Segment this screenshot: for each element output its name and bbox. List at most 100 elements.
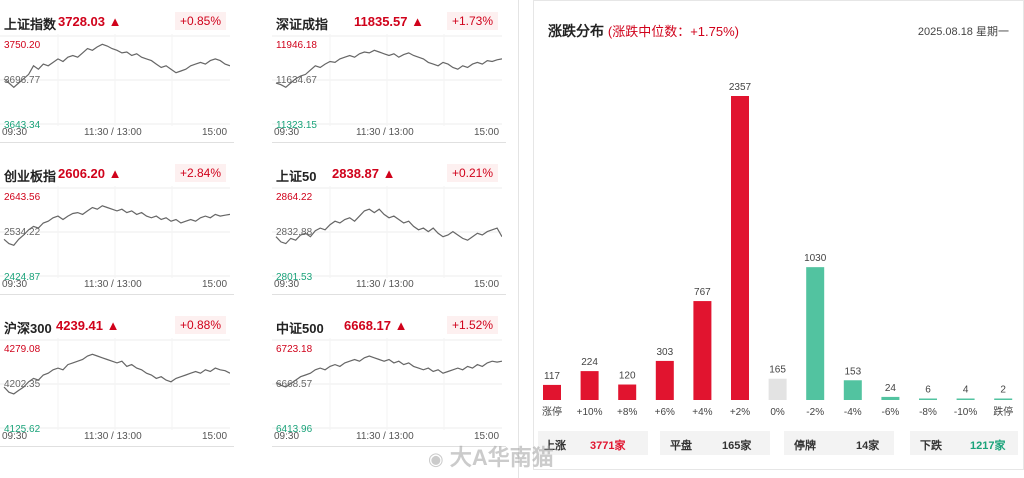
up-arrow-icon: ▲	[382, 166, 396, 181]
summary-flat-label: 平盘	[670, 440, 692, 452]
index-header: 沪深300 4239.41 ▲ +0.88%	[0, 316, 230, 336]
price-line	[275, 355, 502, 388]
category-label: +4%	[692, 407, 712, 418]
index-name: 创业板指	[4, 169, 57, 184]
intraday-line-chart	[0, 338, 230, 430]
index-name: 沪深300	[4, 321, 52, 336]
intraday-line-chart	[272, 338, 502, 430]
price-line	[275, 49, 502, 89]
index-price: 3728.03 ▲	[58, 14, 122, 29]
watermark: ◉ 大A华南猫	[428, 440, 554, 472]
price-low-label: 2801.53	[276, 272, 313, 283]
price-high-label: 11946.18	[276, 40, 317, 51]
bar-4	[693, 301, 712, 400]
bar-value-label: 24	[885, 383, 897, 394]
time-label-close: 15:00	[202, 279, 228, 290]
time-label-midday: 11:30 / 13:00	[356, 127, 414, 138]
intraday-line-chart	[272, 186, 502, 278]
time-label-open: 09:30	[2, 279, 28, 290]
intraday-line-chart	[0, 34, 230, 126]
index-price: 6668.17 ▲	[344, 318, 408, 333]
bar-2	[618, 384, 637, 400]
index-price-value: 2838.87	[332, 166, 379, 181]
summary-up: 上涨 3771家	[538, 431, 648, 455]
index-name: 上证50	[276, 169, 317, 184]
index-name: 中证500	[276, 321, 324, 336]
price-low-label: 6413.96	[276, 424, 313, 435]
bar-value-label: 303	[656, 347, 673, 358]
price-high-label: 3750.20	[4, 40, 41, 51]
bar-0	[543, 384, 561, 400]
bar-value-label: 117	[544, 371, 560, 382]
time-label-open: 09:30	[274, 279, 300, 290]
price-high-label: 6723.18	[276, 344, 313, 355]
bar-9	[881, 396, 900, 400]
bar-7	[806, 267, 825, 400]
time-label-open: 09:30	[274, 431, 300, 442]
price-mid-label: 3696.77	[4, 75, 41, 86]
distribution-title: 涨跌分布 (涨跌中位数：+1.75%)	[548, 21, 739, 41]
price-line	[3, 205, 230, 247]
price-line	[275, 208, 502, 245]
index-card[interactable]: 中证500 6668.17 ▲ +1.52% 6723.18 6668.57 6…	[272, 304, 506, 452]
time-label-close: 15:00	[202, 127, 228, 138]
summary-suspended-value: 14家	[856, 440, 880, 452]
category-label: -10%	[954, 407, 977, 418]
bar-value-label: 224	[581, 357, 598, 368]
time-label-open: 09:30	[274, 127, 300, 138]
weibo-icon: ◉	[428, 449, 444, 469]
summary-flat-value: 165家	[722, 440, 752, 452]
category-label: -2%	[806, 407, 824, 418]
index-card[interactable]: 上证指数 3728.03 ▲ +0.85% 3750.20 3696.77 36…	[0, 0, 234, 148]
time-label-midday: 11:30 / 13:00	[356, 279, 414, 290]
time-label-close: 15:00	[202, 431, 228, 442]
price-low-label: 3643.34	[4, 120, 41, 131]
index-card[interactable]: 创业板指 2606.20 ▲ +2.84% 2643.56 2534.22 24…	[0, 152, 234, 300]
index-header: 中证500 6668.17 ▲ +1.52%	[272, 316, 502, 336]
bar-value-label: 2	[1000, 385, 1006, 396]
bar-3	[655, 360, 674, 400]
index-price-value: 3728.03	[58, 14, 105, 29]
category-label: 涨停	[542, 405, 562, 418]
time-label-close: 15:00	[474, 279, 500, 290]
card-divider	[272, 294, 506, 295]
price-low-label: 2424.87	[4, 272, 41, 283]
bar-value-label: 767	[694, 287, 711, 298]
category-label: 0%	[770, 407, 785, 418]
card-divider	[0, 142, 234, 143]
price-mid-label: 4202.35	[4, 379, 41, 390]
trade-date: 2025.08.18 星期一	[917, 26, 1009, 38]
summary-down-value: 1217家	[970, 440, 1006, 452]
card-divider	[0, 446, 234, 447]
card-divider	[272, 142, 506, 143]
category-label: +6%	[655, 407, 675, 418]
up-arrow-icon: ▲	[394, 318, 408, 333]
index-price-value: 11835.57	[354, 14, 408, 29]
price-high-label: 2643.56	[4, 192, 41, 203]
category-label: 跌停	[993, 405, 1013, 418]
bar-8	[843, 380, 862, 400]
index-card[interactable]: 沪深300 4239.41 ▲ +0.88% 4279.08 4202.35 4…	[0, 304, 234, 452]
index-price: 11835.57 ▲	[354, 14, 424, 29]
index-price: 4239.41 ▲	[56, 318, 120, 333]
index-change: +1.52%	[446, 316, 498, 334]
bar-6	[768, 378, 787, 400]
summary-flat: 平盘 165家	[660, 431, 770, 455]
price-low-label: 11323.15	[276, 120, 317, 131]
index-price-value: 4239.41	[56, 318, 103, 333]
index-price: 2606.20 ▲	[58, 166, 122, 181]
bar-value-label: 120	[619, 371, 636, 382]
index-header: 深证成指 11835.57 ▲ +1.73%	[272, 12, 502, 32]
distribution-chart: 117涨停224+10%120+8%303+6%767+4%2357+2%165…	[542, 82, 1013, 418]
price-high-label: 2864.22	[276, 192, 313, 203]
index-card[interactable]: 深证成指 11835.57 ▲ +1.73% 11946.18 11634.67…	[272, 0, 506, 148]
index-card[interactable]: 上证50 2838.87 ▲ +0.21% 2864.22 2832.88 28…	[272, 152, 506, 300]
bar-10	[919, 398, 937, 400]
category-label: +2%	[730, 407, 750, 418]
price-line	[3, 353, 230, 395]
category-label: +10%	[577, 407, 603, 418]
index-change: +2.84%	[174, 164, 226, 182]
time-label-midday: 11:30 / 13:00	[84, 127, 142, 138]
index-header: 上证指数 3728.03 ▲ +0.85%	[0, 12, 230, 32]
card-divider	[272, 446, 506, 447]
